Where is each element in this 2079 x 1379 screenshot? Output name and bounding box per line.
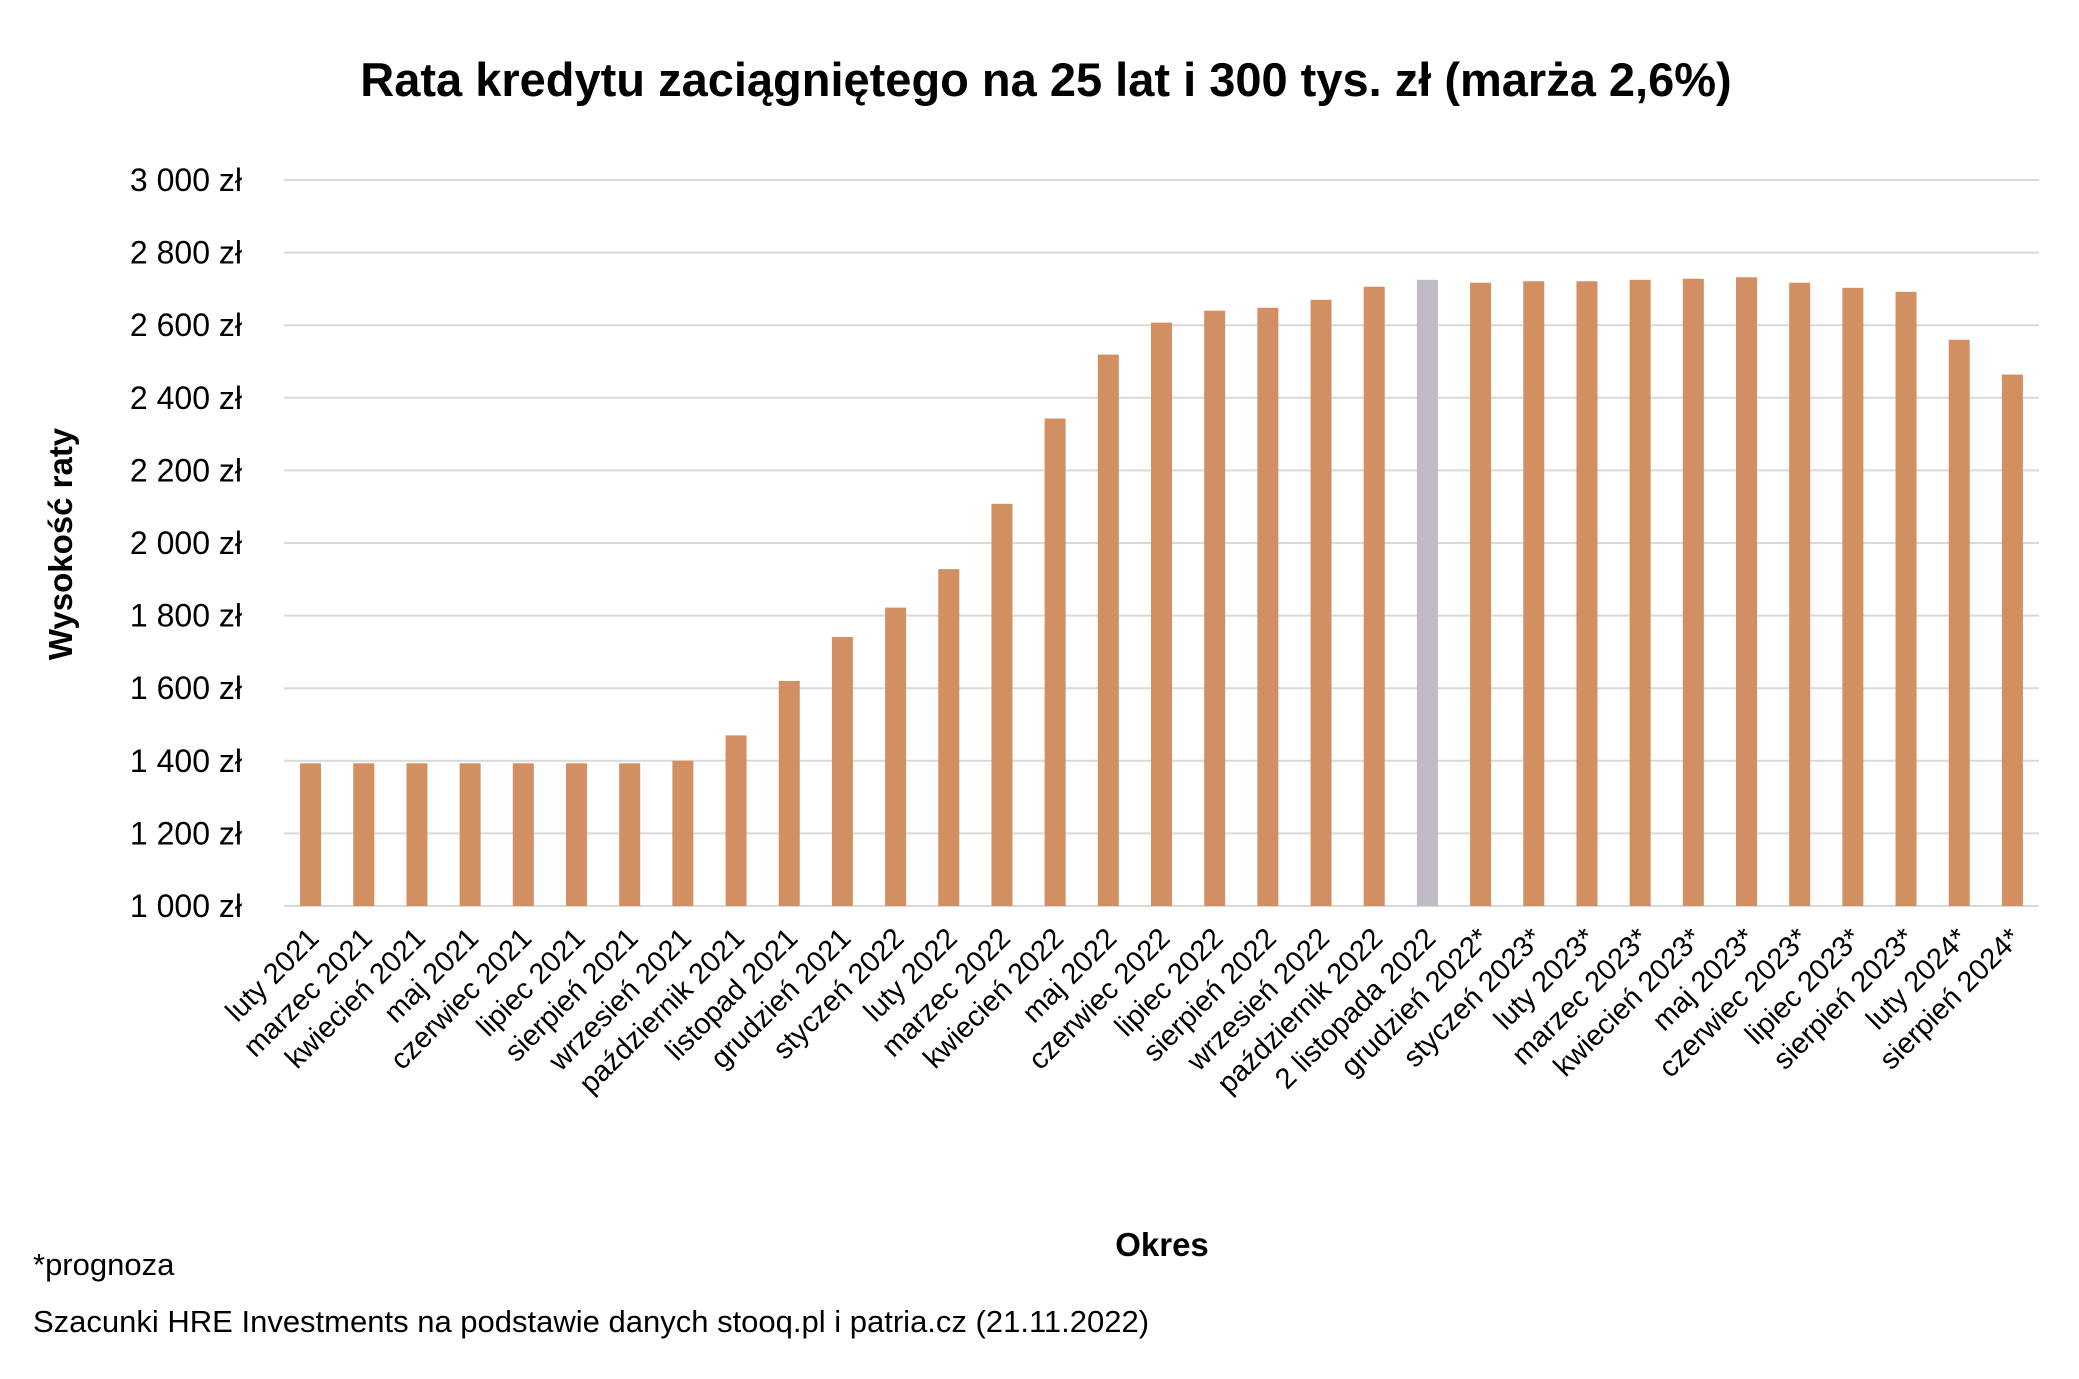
bar [1257,307,1279,906]
bar [885,607,907,906]
bars [300,277,2023,907]
bar [300,763,322,906]
bar [512,763,534,906]
bar [1736,277,1757,906]
bar [991,503,1013,906]
source-note: Szacunki HRE Investments na podstawie da… [33,1304,1149,1339]
bar [725,735,747,906]
y-tick-label: 1 000 zł [130,888,242,924]
bar [1470,282,1492,906]
y-tick-label: 1 800 zł [130,598,242,634]
bar [1629,279,1651,906]
bar [1416,279,1438,906]
y-axis-label: Wysokość raty [42,427,79,660]
bar [1789,282,1811,906]
bar [619,763,641,906]
y-tick-label: 1 400 zł [130,743,242,779]
chart-title: Rata kredytu zaciągniętego na 25 lat i 3… [360,53,1731,106]
y-tick-label: 2 400 zł [130,380,242,416]
bar [1682,278,1704,907]
y-tick-label: 3 000 zł [130,162,242,198]
bar [353,763,375,906]
bar [1151,322,1172,906]
y-tick-label: 2 000 zł [130,525,242,561]
y-tick-label: 1 200 zł [130,815,242,851]
bar [778,680,800,906]
bar [1523,281,1545,907]
bar [1895,291,1917,907]
bar [672,760,694,906]
bar [1310,299,1332,906]
bar [1044,418,1066,906]
x-axis-label: Okres [1115,1226,1209,1263]
bar [459,763,481,906]
bar [1097,354,1119,906]
forecast-note: *prognoza [33,1247,175,1282]
y-axis-ticks: 1 000 zł 1 200 zł 1 400 zł 1 600 zł 1 800 zł… [130,162,242,924]
y-tick-label: 1 600 zł [130,670,242,706]
bar [831,637,853,906]
bar [1948,339,1970,907]
y-tick-label: 2 200 zł [130,452,242,488]
bar [1204,310,1226,906]
bar [566,763,587,906]
bar [406,763,428,906]
bar [1363,286,1385,906]
y-tick-label: 2 600 zł [130,307,242,343]
bar [1576,281,1598,907]
bar [1842,287,1864,906]
bar [938,569,960,906]
bar [2001,374,2023,906]
y-tick-label: 2 800 zł [130,235,242,271]
